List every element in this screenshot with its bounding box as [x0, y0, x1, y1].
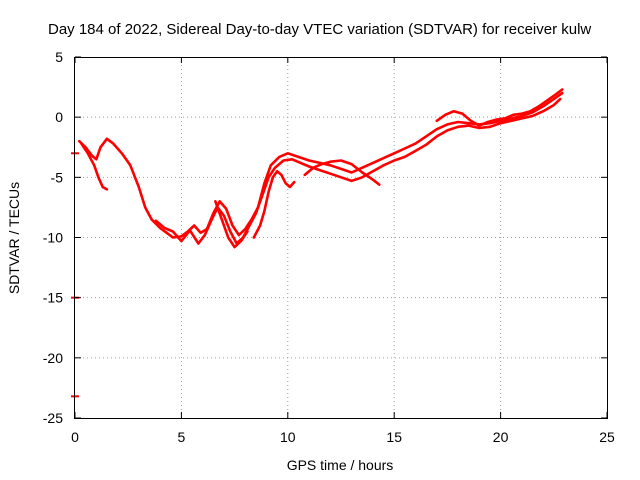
series-line-track-c [154, 97, 562, 245]
y-tick-label: -5 [51, 169, 64, 185]
series-layer [71, 88, 564, 398]
y-tick-label: -10 [43, 230, 63, 246]
x-tick-label: 15 [386, 429, 402, 445]
x-tick-label: 0 [71, 429, 79, 445]
series-line-track-a [78, 91, 564, 239]
series-line-track-f [435, 88, 564, 127]
x-axis-label: GPS time / hours [287, 457, 394, 473]
x-tick-label: 10 [280, 429, 296, 445]
series-line-track-g [214, 200, 249, 249]
y-axis-label: SDTVAR / TECUs [6, 182, 22, 294]
series-line-track-e [303, 159, 381, 186]
y-tick-label: -15 [43, 290, 63, 306]
x-tick-label: 25 [599, 429, 615, 445]
plot-frame [74, 57, 608, 419]
y-tick-label: 5 [55, 49, 63, 65]
y-tick-label: -20 [43, 350, 63, 366]
y-tick-label: 0 [55, 109, 63, 125]
tick-layer: 0 5 10 15 20 25 5 0 -5 -10 -15 -20 -25 [43, 49, 615, 445]
y-tick-label: -25 [43, 410, 63, 426]
series-line-track-b [80, 142, 109, 191]
series-line-track-d [252, 170, 296, 239]
x-tick-label: 5 [178, 429, 186, 445]
grid-layer [75, 57, 607, 418]
x-tick-label: 20 [493, 429, 509, 445]
chart-title: Day 184 of 2022, Sidereal Day-to-day VTE… [48, 21, 591, 38]
